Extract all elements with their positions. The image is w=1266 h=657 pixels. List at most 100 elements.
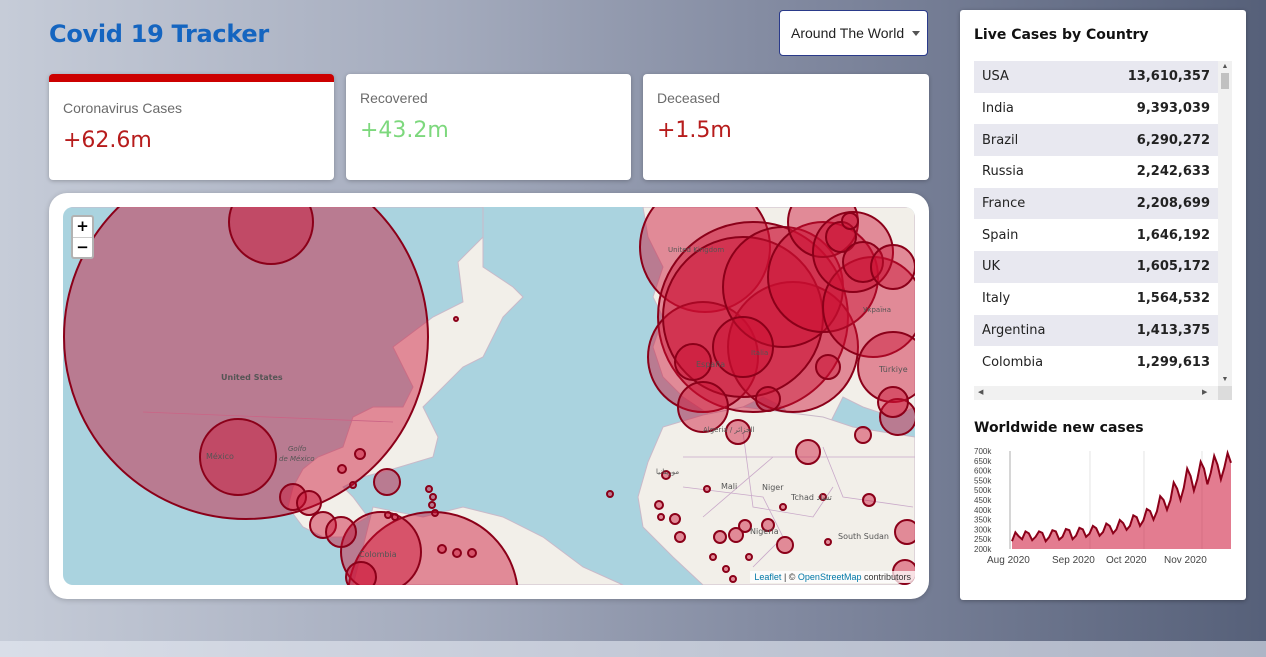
map-circle[interactable] <box>431 509 439 517</box>
y-tick-label: 700k <box>974 447 992 456</box>
map-circle[interactable] <box>776 536 794 554</box>
map-circle[interactable] <box>373 468 401 496</box>
info-box-cases[interactable]: Coronavirus Cases +62.6m <box>49 74 334 180</box>
map-circle-canada[interactable] <box>228 207 314 265</box>
label-golfo-2: de México <box>279 455 315 463</box>
map-circle[interactable] <box>738 519 752 533</box>
map-circle[interactable] <box>709 553 717 561</box>
map-circle[interactable] <box>761 518 775 532</box>
map-circle[interactable] <box>657 513 665 521</box>
label-algeria: Algeria / الجزائر <box>703 426 755 434</box>
y-tick-label: 500k <box>974 486 992 495</box>
map-circle[interactable] <box>824 538 832 546</box>
scroll-right-icon[interactable]: ▶ <box>1202 389 1208 396</box>
map-circle-colombia[interactable] <box>340 511 422 585</box>
map-circle[interactable] <box>425 485 433 493</box>
map-circle[interactable] <box>725 419 751 445</box>
map-circle[interactable] <box>870 244 915 290</box>
map-circle[interactable] <box>309 511 337 539</box>
table-horizontal-scrollbar[interactable]: ◀ ▶ <box>974 386 1232 400</box>
country-name: India <box>982 101 1014 117</box>
map-circle[interactable] <box>779 503 787 511</box>
zoom-out-button[interactable]: − <box>73 237 92 257</box>
country-dropdown[interactable]: Around The World <box>779 10 928 56</box>
map-circle[interactable] <box>729 575 737 583</box>
map-circle[interactable] <box>815 354 841 380</box>
map-circle[interactable] <box>325 516 357 548</box>
map-circle[interactable] <box>854 426 872 444</box>
map-circle[interactable] <box>354 448 366 460</box>
country-dropdown-value: Around The World <box>791 25 905 41</box>
label-united-states: United States <box>221 373 283 382</box>
info-box-deceased[interactable]: Deceased +1.5m <box>643 74 929 180</box>
map-circle[interactable] <box>437 544 447 554</box>
map-circle[interactable] <box>467 548 477 558</box>
live-cases-rows: USA 13,610,357 India 9,393,039 Brazil 6,290,2… <box>974 61 1232 378</box>
map-circle[interactable] <box>712 316 774 378</box>
map-circle[interactable] <box>795 439 821 465</box>
map-circle[interactable] <box>384 511 392 519</box>
label-nigeria: Nigeria <box>750 527 779 536</box>
table-row: France 2,208,699 <box>974 187 1218 220</box>
label-golfo: Golfo <box>288 445 306 453</box>
map-circle[interactable] <box>428 501 436 509</box>
map-circle[interactable] <box>703 485 711 493</box>
scroll-up-icon[interactable]: ▲ <box>1221 63 1229 70</box>
y-tick-label: 300k <box>974 525 992 534</box>
map-circle[interactable] <box>862 493 876 507</box>
map-circle[interactable] <box>713 530 727 544</box>
map-circle[interactable] <box>452 548 462 558</box>
map-circle-france[interactable] <box>657 221 849 413</box>
map-circle[interactable] <box>745 553 753 561</box>
country-cases: 2,208,699 <box>1136 196 1210 212</box>
map-circle-turkey[interactable] <box>857 331 915 403</box>
scroll-down-icon[interactable]: ▼ <box>1221 376 1229 383</box>
map-circle[interactable] <box>674 531 686 543</box>
map-circle[interactable] <box>841 212 859 230</box>
map-circle[interactable] <box>337 464 347 474</box>
side-panel: Live Cases by Country USA 13,610,357 India… <box>960 10 1246 600</box>
map-circle[interactable] <box>349 481 357 489</box>
caret-down-icon <box>912 30 921 36</box>
label-espana: España <box>696 360 725 369</box>
map-canvas[interactable]: United States México Golfo de México Col… <box>63 207 915 585</box>
series-line <box>1011 449 1232 544</box>
scroll-thumb[interactable] <box>1221 73 1229 89</box>
leaflet-link[interactable]: Leaflet <box>754 572 782 582</box>
info-box-recovered[interactable]: Recovered +43.2m <box>346 74 631 180</box>
country-name: Russia <box>982 164 1024 180</box>
map-circle[interactable] <box>345 561 377 585</box>
live-cases-table[interactable]: USA 13,610,357 India 9,393,039 Brazil 6,290,2… <box>974 61 1232 400</box>
map-circle[interactable] <box>669 513 681 525</box>
world-map[interactable]: United States México Golfo de México Col… <box>63 207 915 585</box>
map-circle[interactable] <box>842 241 884 283</box>
map-circle[interactable] <box>429 493 437 501</box>
map-circle[interactable] <box>728 527 744 543</box>
map-circle-mexico[interactable] <box>199 418 277 496</box>
map-circle[interactable] <box>296 490 322 516</box>
map-circle[interactable] <box>661 470 671 480</box>
map-circle[interactable] <box>654 500 664 510</box>
map-circle-uk[interactable] <box>639 207 771 313</box>
country-name: France <box>982 196 1026 212</box>
map-circle[interactable] <box>877 386 909 418</box>
map-circle[interactable] <box>812 211 894 293</box>
map-circle-usa[interactable] <box>63 207 429 520</box>
table-vertical-scrollbar[interactable]: ▲ ▼ <box>1218 61 1232 386</box>
map-circle[interactable] <box>819 493 827 501</box>
osm-link[interactable]: OpenStreetMap <box>797 572 862 582</box>
map-place-labels: United States México Golfo de México Col… <box>206 246 908 559</box>
map-circle[interactable] <box>391 513 399 521</box>
map-circle[interactable] <box>674 343 712 381</box>
map-circle[interactable] <box>894 519 915 545</box>
table-row: Brazil 6,290,272 <box>974 124 1218 157</box>
map-circle[interactable] <box>677 381 729 433</box>
scroll-left-icon[interactable]: ◀ <box>978 389 984 396</box>
live-cases-title: Live Cases by Country <box>974 27 1149 43</box>
map-circle[interactable] <box>453 316 459 322</box>
map-circle[interactable] <box>606 490 614 498</box>
map-circle[interactable] <box>722 565 730 573</box>
map-circle[interactable] <box>279 483 307 511</box>
map-circle[interactable] <box>755 386 781 412</box>
zoom-in-button[interactable]: + <box>76 217 89 235</box>
